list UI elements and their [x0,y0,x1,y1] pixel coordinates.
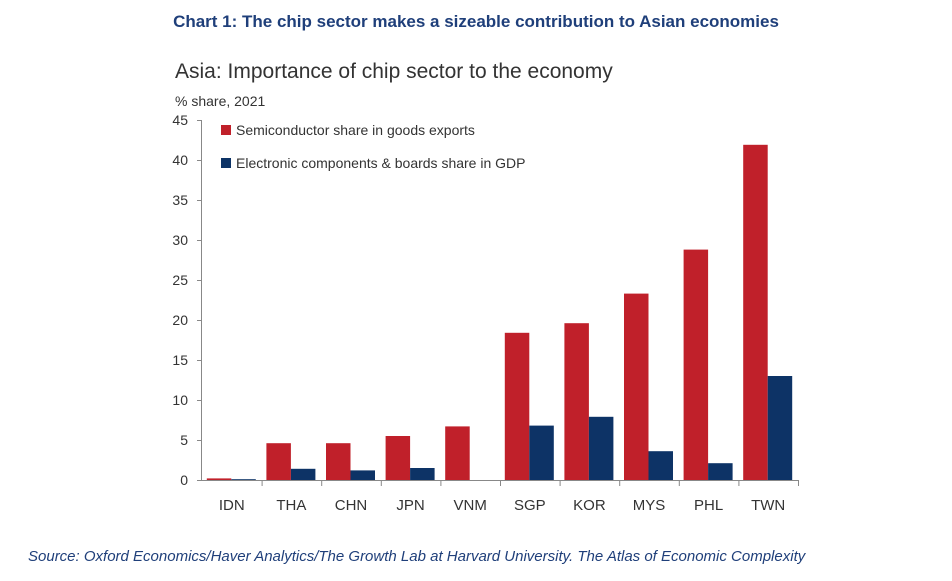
y-axis-label: % share, 2021 [175,93,265,109]
bar-semiconductor-tha [266,443,291,480]
y-tick-label: 10 [172,392,188,408]
legend: Semiconductor share in goods exports Ele… [221,122,525,171]
x-tick-label: SGP [514,497,546,514]
bar-semiconductor-twn [743,144,768,481]
bar-semiconductor-kor [564,323,589,480]
legend-swatch-semiconductor [221,125,231,135]
y-tick-label: 40 [172,152,188,168]
bar-electronics-kor [588,416,614,480]
x-axis: IDN THA CHN JPN VNM SGP KOR MYS PHL TWN [219,480,799,514]
y-tick-label: 35 [172,192,188,208]
y-tick-label: 45 [172,112,188,128]
y-tick-label: 0 [180,472,188,488]
bar-electronics-chn [350,470,375,480]
legend-label-semiconductor: Semiconductor share in goods exports [236,122,475,138]
bar-electronics-tha [290,468,316,480]
x-tick-label: PHL [694,497,723,514]
bar-electronics-sgp [529,425,554,480]
bar-semiconductor-phl [683,249,709,480]
bar-electronics-mys [648,451,673,480]
bar-semiconductor-idn [206,478,232,480]
x-tick-label: JPN [396,497,424,514]
bar-semiconductor-vnm [445,426,470,480]
bar-semiconductor-sgp [504,332,530,480]
x-tick-label: TWN [751,497,785,514]
x-tick-label: THA [276,497,306,514]
y-tick-label: 20 [172,312,188,328]
chart-subtitle: Asia: Importance of chip sector to the e… [175,60,613,83]
bar-electronics-jpn [410,468,435,480]
bar-electronics-twn [767,376,793,480]
legend-label-electronics: Electronic components & boards share in … [236,155,525,171]
source-note: Source: Oxford Economics/Haver Analytics… [28,548,806,565]
bar-semiconductor-chn [326,443,351,480]
y-axis: 0 5 10 15 20 25 30 35 40 45 [172,112,202,488]
bar-electronics-phl [708,463,733,480]
bar-semiconductor-jpn [385,436,411,480]
y-tick-label: 5 [180,432,188,448]
bars [206,144,793,481]
y-tick-label: 30 [172,232,188,248]
y-tick-label: 25 [172,272,188,288]
legend-swatch-electronics [221,158,231,168]
x-tick-label: CHN [335,497,368,514]
bar-semiconductor-mys [624,293,649,480]
y-tick-label: 15 [172,352,188,368]
page-title: Chart 1: The chip sector makes a sizeabl… [173,12,779,31]
bar-electronics-idn [231,479,256,480]
x-tick-label: KOR [573,497,606,514]
x-tick-label: MYS [633,497,666,514]
x-tick-label: IDN [219,497,245,514]
x-tick-label: VNM [454,497,487,514]
